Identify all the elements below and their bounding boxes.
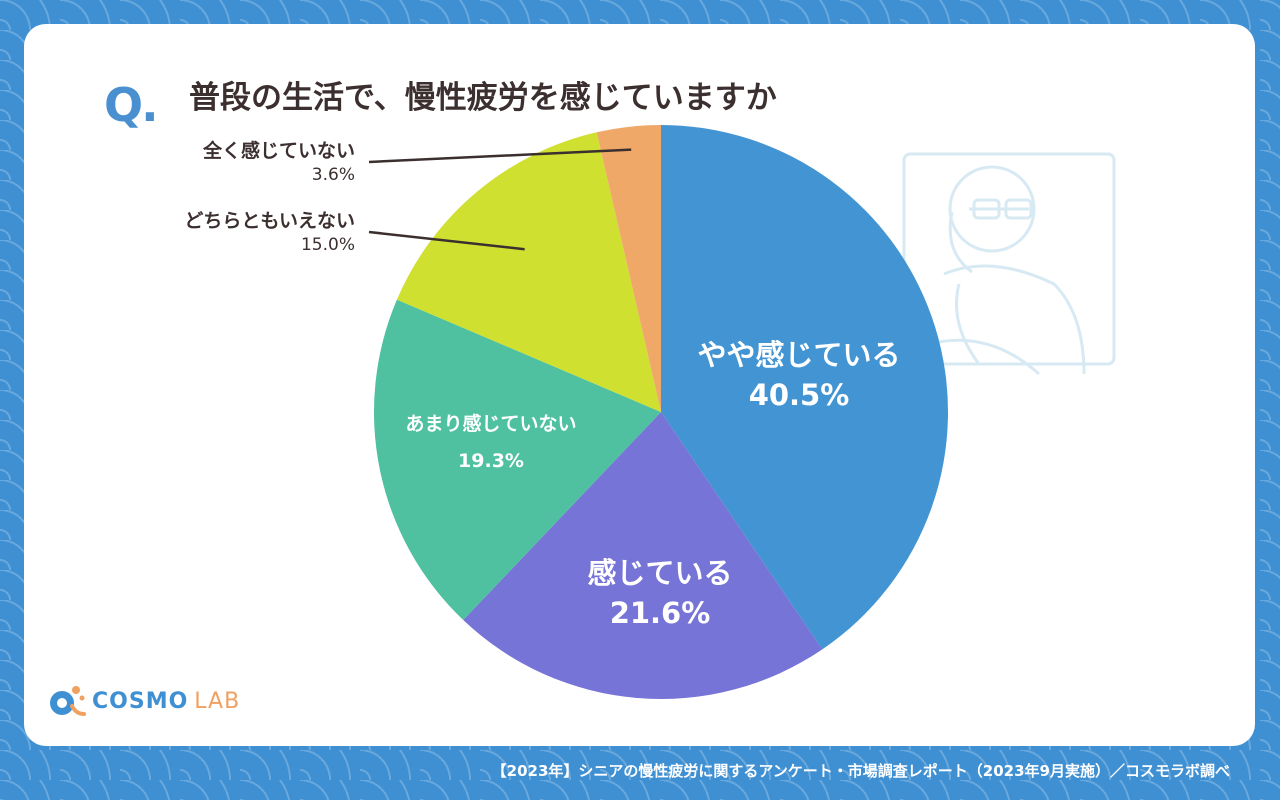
logo-lab-text: LAB [194, 688, 241, 714]
slice-neither [396, 132, 661, 412]
logo-cosmo-text: COSMO [92, 688, 189, 714]
leader-line-not-at-all [368, 148, 632, 164]
slice-somewhat [661, 125, 949, 650]
chart-title: 普段の生活で、慢性疲労を感じていますか [189, 80, 777, 116]
elderly-man-illustration [902, 152, 1116, 376]
label-not-at-all: 全く感じていない 3.6% [203, 136, 355, 185]
label-somewhat: やや感じている 40.5% [689, 332, 909, 412]
source-footer: 【2023年】シニアの慢性疲労に関するアンケート・市場調査レポート（2023年9… [491, 762, 1230, 780]
label-not-at-all-name: 全く感じていない [202, 140, 355, 162]
label-not-at-all-pct: 3.6% [311, 165, 355, 185]
slice-not-much [374, 299, 661, 620]
pie-chart [368, 125, 1116, 699]
label-not-much-pct: 19.3% [458, 450, 524, 472]
cosmo-lab-logo: COSMO LAB [48, 684, 240, 718]
label-neither-pct: 15.0% [300, 235, 355, 255]
label-not-much-name: あまり感じていない [405, 413, 577, 435]
label-feel-name: 感じている [587, 556, 733, 590]
label-neither-name: どちらともいえない [184, 210, 355, 232]
label-feel: 感じている 21.6% [550, 550, 770, 630]
label-not-much: あまり感じていない 19.3% [396, 409, 586, 472]
label-neither: どちらともいえない 15.0% [184, 206, 355, 255]
leader-line-neither [368, 230, 525, 251]
question-mark: Q. [104, 78, 159, 132]
main-card: Q. 普段の生活で、慢性疲労を感じていますか 全く感じていない 3.6% どちら… [24, 24, 1255, 746]
slice-not-at-all [596, 125, 661, 412]
label-feel-pct: 21.6% [609, 596, 711, 630]
slice-feel [463, 412, 823, 699]
logo-icon [50, 686, 86, 716]
label-somewhat-name: やや感じている [697, 338, 901, 372]
label-somewhat-pct: 40.5% [748, 378, 850, 412]
